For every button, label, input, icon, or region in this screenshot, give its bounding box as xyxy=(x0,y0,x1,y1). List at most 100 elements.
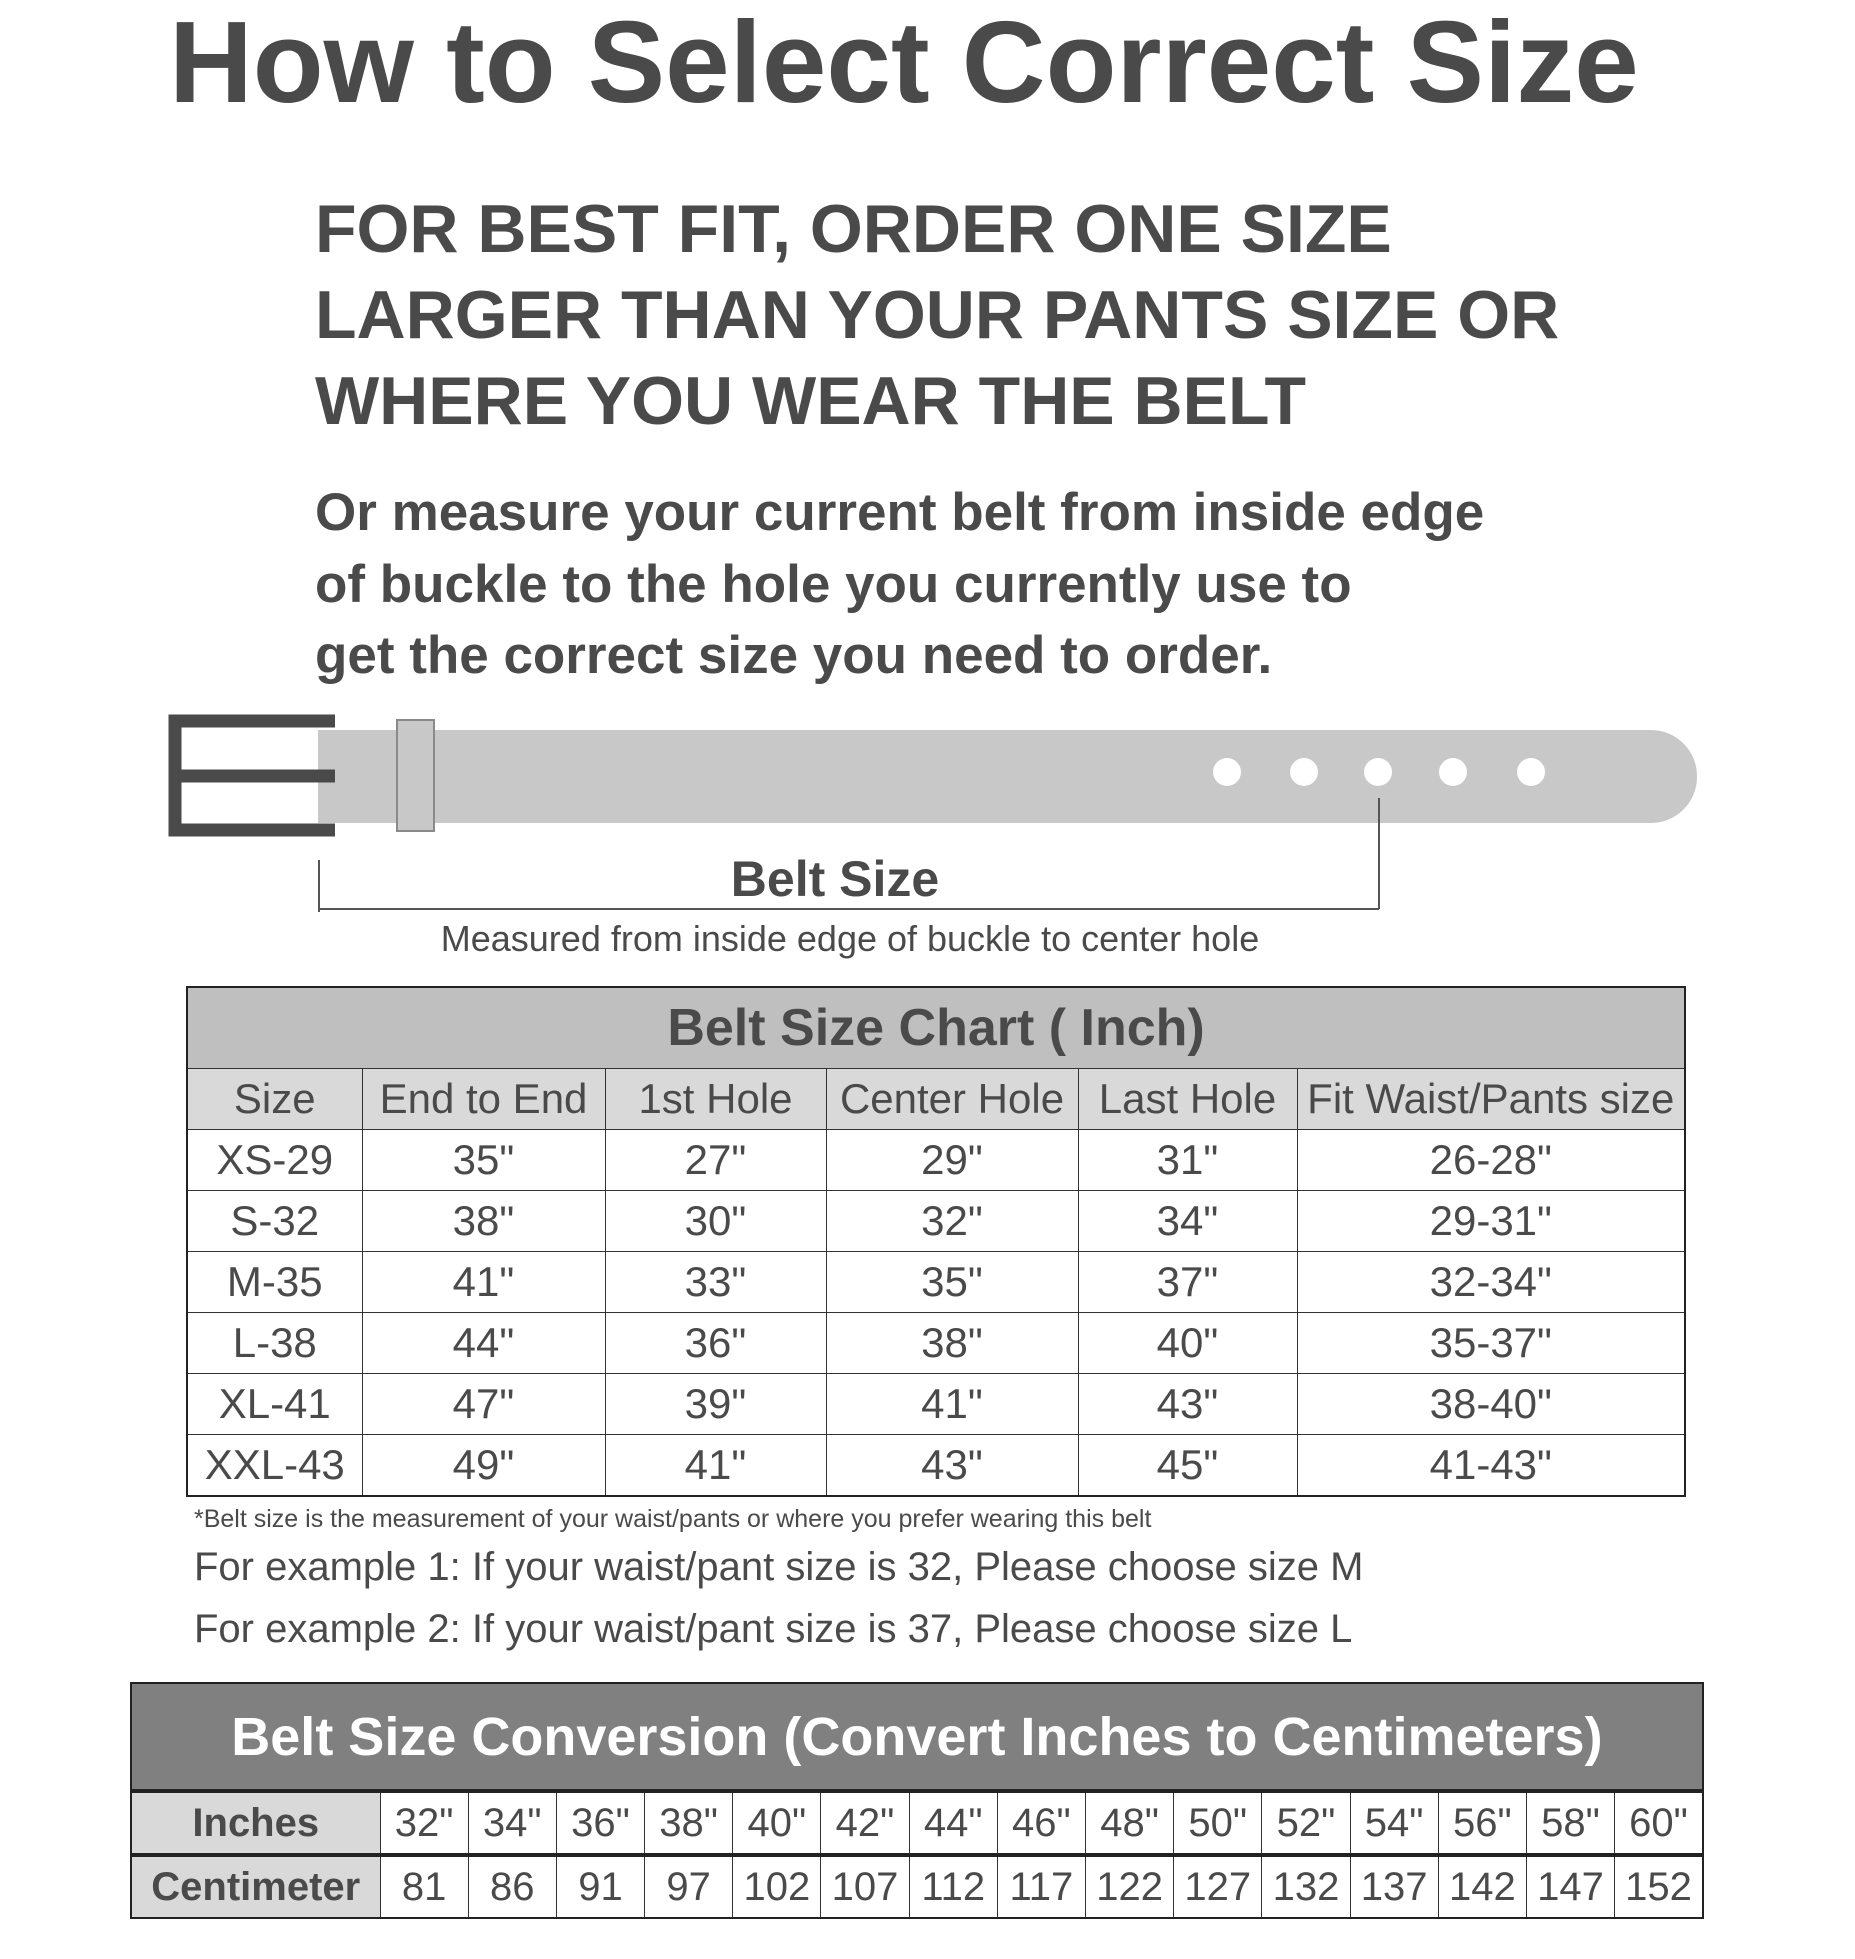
table-cell: 37" xyxy=(1077,1251,1298,1313)
table-cell: 43" xyxy=(1077,1373,1298,1435)
belt-size-label: Belt Size xyxy=(730,851,940,907)
table-cell: 41" xyxy=(825,1373,1079,1435)
table-cell: 41-43" xyxy=(1296,1434,1686,1497)
column-header: Center Hole xyxy=(825,1068,1079,1130)
table-cell: 41" xyxy=(361,1251,606,1313)
table-cell: 32-34" xyxy=(1296,1251,1686,1313)
inches-cell: 40" xyxy=(732,1789,822,1856)
table-cell: 40" xyxy=(1077,1312,1298,1374)
inches-cell: 32" xyxy=(379,1789,469,1856)
inches-cell: 38" xyxy=(644,1789,734,1856)
inches-cell: 50" xyxy=(1173,1789,1263,1856)
measurement-line xyxy=(318,798,1380,912)
inches-cell: 52" xyxy=(1261,1789,1351,1856)
table-cell: 47" xyxy=(361,1373,606,1435)
inches-cell: 34" xyxy=(467,1789,557,1856)
centimeter-cell: 81 xyxy=(379,1853,469,1919)
example-1: For example 1: If your waist/pant size i… xyxy=(194,1545,1364,1589)
table-cell: M-35 xyxy=(186,1251,363,1313)
centimeter-cell: 107 xyxy=(820,1853,910,1919)
table-cell: 26-28" xyxy=(1296,1129,1686,1191)
belt-keeper xyxy=(396,719,435,832)
inches-cell: 44" xyxy=(908,1789,998,1856)
advice-line: WHERE YOU WEAR THE BELT xyxy=(315,363,1307,439)
conversion-table: Belt Size Conversion (Convert Inches to … xyxy=(130,1682,1704,1919)
inches-cell: 42" xyxy=(820,1789,910,1856)
size-note: *Belt size is the measurement of your wa… xyxy=(194,1505,1152,1533)
table-cell: 33" xyxy=(604,1251,827,1313)
advice-line: FOR BEST FIT, ORDER ONE SIZE xyxy=(315,191,1392,267)
belt-hole xyxy=(1213,758,1241,786)
table-row: M-35 41" 33" 35" 37" 32-34" xyxy=(186,1251,1686,1313)
centimeter-cell: 112 xyxy=(908,1853,998,1919)
centimeter-cell: 117 xyxy=(996,1853,1087,1919)
belt-hole xyxy=(1290,758,1318,786)
table-row: XXL-43 49" 41" 43" 45" 41-43" xyxy=(186,1434,1686,1497)
inches-cell: 48" xyxy=(1084,1789,1175,1856)
buckle-icon xyxy=(168,714,335,837)
advice-line: LARGER THAN YOUR PANTS SIZE OR xyxy=(315,277,1560,353)
table-row: XS-29 35" 27" 29" 31" 26-28" xyxy=(186,1129,1686,1191)
table-cell: XL-41 xyxy=(186,1373,363,1435)
table-cell: S-32 xyxy=(186,1190,363,1252)
inches-cell: 36" xyxy=(555,1789,646,1856)
table-cell: L-38 xyxy=(186,1312,363,1374)
centimeter-cell: 91 xyxy=(555,1853,646,1919)
belt-strap xyxy=(318,730,1697,823)
table-cell: 31" xyxy=(1077,1129,1298,1191)
centimeter-cell: 147 xyxy=(1525,1853,1616,1919)
table-cell: 29-31" xyxy=(1296,1190,1686,1252)
table-cell: 41" xyxy=(604,1434,827,1497)
belt-diagram xyxy=(168,714,1697,912)
table-cell: XS-29 xyxy=(186,1129,363,1191)
centimeter-cell: 86 xyxy=(467,1853,557,1919)
table-cell: 43" xyxy=(825,1434,1079,1497)
table-cell: 32" xyxy=(825,1190,1079,1252)
example-2: For example 2: If your waist/pant size i… xyxy=(194,1607,1353,1651)
centimeter-cell: 152 xyxy=(1614,1853,1704,1919)
table-cell: 34" xyxy=(1077,1190,1298,1252)
table-cell: 35" xyxy=(361,1129,606,1191)
table-cell: 29" xyxy=(825,1129,1079,1191)
inches-cell: 60" xyxy=(1614,1789,1704,1856)
table-cell: 35-37" xyxy=(1296,1312,1686,1374)
table-cell: 45" xyxy=(1077,1434,1298,1497)
centimeter-cell: 97 xyxy=(644,1853,734,1919)
inches-label: Inches xyxy=(130,1789,381,1856)
centimeter-cell: 142 xyxy=(1437,1853,1527,1919)
table-cell: 39" xyxy=(604,1373,827,1435)
centimeter-cell: 132 xyxy=(1261,1853,1351,1919)
table-cell: 36" xyxy=(604,1312,827,1374)
centimeter-cell: 122 xyxy=(1084,1853,1175,1919)
table-cell: 38" xyxy=(825,1312,1079,1374)
table-cell: 49" xyxy=(361,1434,606,1497)
table-cell: 35" xyxy=(825,1251,1079,1313)
table-row: XL-41 47" 39" 41" 43" 38-40" xyxy=(186,1373,1686,1435)
belt-size-chart: Belt Size Chart ( Inch) Size End to End 1s… xyxy=(186,986,1687,1497)
table-cell: 27" xyxy=(604,1129,827,1191)
table-cell: 38" xyxy=(361,1190,606,1252)
column-header: Size xyxy=(186,1068,363,1130)
table-cell: 44" xyxy=(361,1312,606,1374)
column-header: Last Hole xyxy=(1077,1068,1298,1130)
table-cell: XXL-43 xyxy=(186,1434,363,1497)
belt-hole xyxy=(1439,758,1467,786)
centimeter-cell: 137 xyxy=(1349,1853,1439,1919)
measure-line: of buckle to the hole you currently use … xyxy=(315,555,1352,614)
table-cell: 30" xyxy=(604,1190,827,1252)
inches-cell: 46" xyxy=(996,1789,1087,1856)
belt-hole xyxy=(1517,758,1545,786)
chart-title: Belt Size Chart ( Inch) xyxy=(186,986,1686,1069)
measure-line: Or measure your current belt from inside… xyxy=(315,483,1485,542)
centimeter-cell: 127 xyxy=(1173,1853,1263,1919)
column-header: End to End xyxy=(361,1068,606,1130)
conversion-title: Belt Size Conversion (Convert Inches to … xyxy=(130,1682,1704,1792)
table-row: S-32 38" 30" 32" 34" 29-31" xyxy=(186,1190,1686,1252)
belt-hole xyxy=(1364,758,1392,786)
centimeter-label: Centimeter xyxy=(130,1853,381,1919)
measure-line: get the correct size you need to order. xyxy=(315,626,1273,685)
column-header: Fit Waist/Pants size xyxy=(1296,1068,1686,1130)
inches-cell: 56" xyxy=(1437,1789,1527,1856)
inches-cell: 58" xyxy=(1525,1789,1616,1856)
belt-holes xyxy=(1213,758,1545,786)
